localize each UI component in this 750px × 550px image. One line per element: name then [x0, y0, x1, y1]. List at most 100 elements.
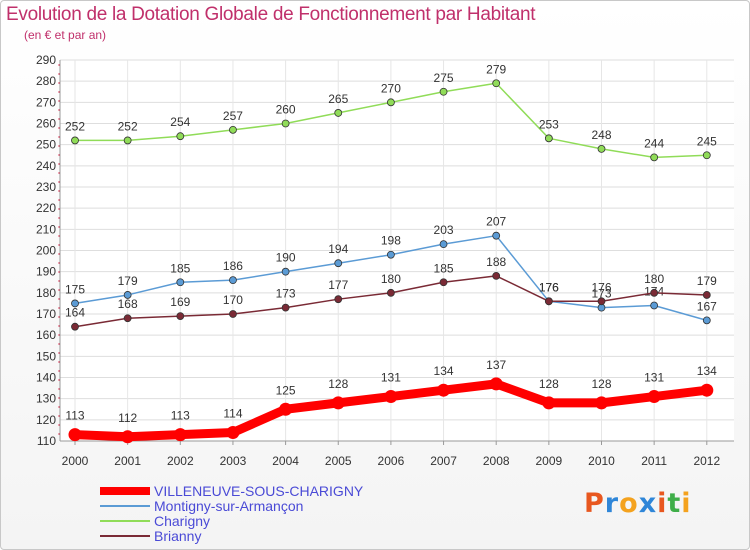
y-tick-label: 220 [36, 201, 56, 215]
data-label: 270 [381, 81, 401, 95]
x-tick-label: 2007 [430, 454, 457, 468]
data-label: 180 [381, 272, 401, 286]
data-point [334, 109, 343, 117]
data-point [700, 383, 714, 397]
data-label: 164 [65, 306, 85, 320]
data-point [331, 396, 345, 410]
data-label: 131 [644, 371, 664, 385]
data-label: 185 [170, 261, 190, 275]
data-label: 177 [328, 278, 348, 292]
data-label: 179 [697, 274, 717, 288]
x-tick-label: 2000 [62, 454, 89, 468]
data-point [176, 278, 185, 287]
y-tick-label: 240 [36, 159, 56, 173]
data-point [334, 295, 343, 304]
data-point [702, 151, 711, 160]
legend-swatch [100, 505, 150, 507]
y-tick-label: 150 [36, 349, 56, 363]
x-tick-label: 2004 [272, 454, 299, 468]
data-point [439, 278, 448, 287]
legend-swatch [100, 487, 150, 495]
y-tick-label: 230 [36, 180, 56, 194]
data-point [123, 314, 132, 323]
data-label: 260 [276, 103, 296, 117]
data-point [176, 312, 185, 321]
data-point [702, 291, 711, 299]
data-label: 186 [223, 259, 243, 273]
data-point [597, 297, 606, 306]
y-tick-label: 110 [37, 434, 56, 448]
data-point [229, 276, 237, 285]
data-label: 131 [381, 371, 401, 385]
x-tick-label: 2010 [588, 454, 615, 468]
data-point [176, 132, 185, 141]
data-label: 245 [697, 134, 717, 148]
data-point [123, 136, 132, 145]
data-point [173, 428, 187, 442]
x-tick-label: 2002 [167, 454, 194, 468]
x-tick-label: 2005 [325, 454, 352, 468]
data-label: 244 [644, 136, 664, 150]
data-point [439, 87, 448, 96]
data-label: 112 [118, 411, 137, 425]
y-tick-label: 140 [36, 371, 56, 385]
data-point [386, 250, 395, 259]
data-label: 252 [118, 119, 138, 133]
data-point [123, 291, 132, 299]
data-point [68, 428, 82, 442]
x-tick-label: 2009 [535, 454, 562, 468]
data-label: 198 [381, 234, 401, 248]
data-label: 175 [65, 282, 85, 296]
data-point [542, 396, 556, 410]
data-point [650, 153, 659, 162]
data-point [647, 390, 661, 404]
data-point [229, 125, 237, 134]
y-tick-label: 190 [36, 265, 56, 279]
data-point [71, 136, 79, 145]
data-label: 125 [276, 383, 296, 397]
data-label: 179 [118, 274, 138, 288]
data-label: 170 [223, 293, 243, 307]
data-label: 169 [170, 295, 190, 309]
data-label: 128 [591, 377, 611, 391]
y-tick-label: 200 [36, 244, 56, 258]
y-tick-label: 130 [36, 392, 56, 406]
data-point [121, 430, 135, 444]
data-label: 168 [118, 297, 138, 311]
data-label: 257 [223, 109, 243, 123]
data-point [334, 259, 343, 268]
data-point [595, 396, 608, 410]
data-point [279, 402, 293, 416]
y-tick-label: 280 [36, 74, 56, 88]
data-label: 176 [539, 280, 559, 294]
data-label: 252 [65, 119, 85, 133]
y-tick-label: 250 [36, 138, 56, 152]
data-point [439, 240, 448, 249]
x-tick-label: 2003 [220, 454, 247, 468]
y-tick-label: 210 [36, 222, 56, 236]
data-point [71, 299, 79, 308]
chart-title: Evolution de la Dotation Globale de Fonc… [6, 4, 536, 25]
x-tick-label: 2011 [641, 454, 667, 468]
data-label: 128 [539, 377, 559, 391]
data-point [226, 426, 240, 440]
data-point [544, 134, 553, 143]
x-tick-label: 2012 [693, 454, 720, 468]
y-tick-label: 180 [36, 286, 56, 300]
data-label: 275 [434, 71, 454, 85]
data-label: 176 [539, 280, 559, 294]
data-point [650, 301, 659, 310]
data-point [281, 267, 290, 276]
data-label: 254 [170, 115, 190, 129]
x-tick-label: 2001 [114, 454, 141, 468]
legend-swatch [100, 520, 150, 522]
data-point [492, 271, 501, 280]
legend-swatch [100, 535, 150, 537]
chart-subtitle: (en € et par an) [24, 28, 107, 42]
data-label: 113 [171, 409, 190, 423]
x-tick-label: 2008 [483, 454, 510, 468]
data-label: 114 [223, 407, 242, 421]
data-point [384, 390, 398, 404]
data-label: 173 [591, 287, 611, 301]
